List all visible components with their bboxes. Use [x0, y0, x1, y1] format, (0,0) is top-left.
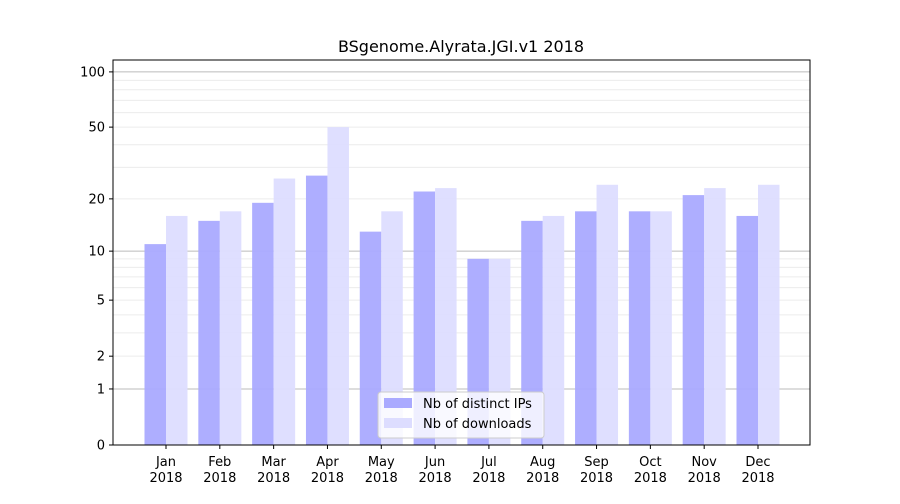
- bar-downloads: [435, 188, 457, 445]
- x-tick-label: 2018: [419, 471, 452, 486]
- y-tick-label: 0: [97, 439, 105, 454]
- bar-distinct-ips: [252, 202, 274, 445]
- x-tick-label: Jan: [155, 455, 176, 470]
- legend-swatch: [384, 418, 412, 428]
- plot-frame: [112, 59, 811, 446]
- x-tick-label: 2018: [149, 471, 182, 486]
- x-tick-label: Apr: [316, 455, 339, 470]
- x-tick-label: 2018: [311, 471, 344, 486]
- bar-downloads: [758, 184, 780, 445]
- x-tick-label: 2018: [741, 471, 774, 486]
- bar-distinct-ips: [359, 231, 382, 445]
- x-tick-label: Mar: [261, 455, 286, 470]
- bar-downloads: [219, 211, 242, 445]
- bar-downloads: [542, 215, 565, 445]
- x-tick-label: 2018: [634, 471, 667, 486]
- legend-label: Nb of distinct IPs: [423, 397, 532, 412]
- bar-distinct-ips: [736, 215, 758, 445]
- x-tick-label: 2018: [365, 471, 398, 486]
- x-tick-label: Aug: [530, 455, 555, 470]
- x-tick-label: 2018: [203, 471, 236, 486]
- bar-distinct-ips: [144, 244, 166, 445]
- x-tick-label: May: [368, 455, 395, 470]
- bar-distinct-ips: [628, 211, 651, 445]
- x-tick-label: Sep: [584, 455, 609, 470]
- x-tick-label: Nov: [691, 455, 717, 470]
- bar-distinct-ips: [682, 195, 705, 445]
- x-tick-label: Jul: [480, 455, 497, 470]
- y-tick-label: 5: [97, 294, 105, 309]
- bar-downloads: [381, 211, 403, 445]
- bar-distinct-ips: [521, 220, 543, 445]
- y-tick-label: 50: [88, 121, 105, 136]
- chart-title: BSgenome.Alyrata.JGI.v1 2018: [338, 37, 584, 56]
- legend-swatch: [384, 398, 412, 408]
- bar-distinct-ips: [575, 211, 597, 445]
- legend-label: Nb of downloads: [423, 417, 532, 432]
- x-tick-label: 2018: [688, 471, 721, 486]
- bar-downloads: [273, 178, 296, 446]
- x-tick-label: Dec: [745, 455, 770, 470]
- y-tick-label: 1: [97, 382, 105, 397]
- bar-distinct-ips: [413, 191, 436, 445]
- x-tick-label: Oct: [639, 455, 661, 470]
- bar-downloads: [166, 215, 188, 445]
- bar-downloads: [596, 184, 619, 445]
- y-tick-label: 2: [97, 350, 105, 365]
- x-tick-label: 2018: [526, 471, 559, 486]
- x-tick-label: 2018: [257, 471, 290, 486]
- bar-distinct-ips: [305, 175, 328, 445]
- bar-downloads: [650, 211, 672, 445]
- y-tick-label: 20: [88, 192, 105, 207]
- legend: Nb of distinct IPs Nb of downloads: [377, 391, 545, 439]
- x-tick-label: Feb: [208, 455, 231, 470]
- x-tick-label: 2018: [580, 471, 613, 486]
- legend-box: [377, 391, 545, 439]
- bar-downloads: [327, 127, 349, 445]
- x-tick-label: 2018: [472, 471, 505, 486]
- x-tick-label: Jun: [424, 455, 445, 470]
- bar-downloads: [704, 188, 726, 445]
- y-tick-label: 10: [88, 245, 105, 260]
- y-tick-label: 100: [80, 65, 105, 80]
- bar-distinct-ips: [198, 220, 220, 445]
